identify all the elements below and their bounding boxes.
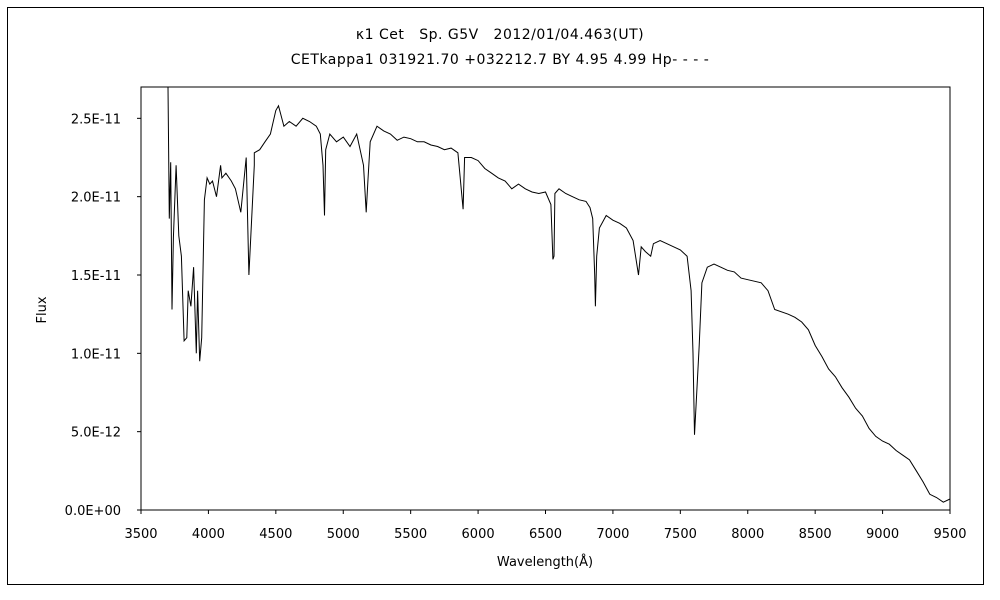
y-tick-label: 1.0E-11 <box>71 347 121 362</box>
x-tick-label: 3500 <box>124 527 157 542</box>
y-tick-label: 0.0E+00 <box>65 504 121 519</box>
x-tick-label: 9000 <box>866 527 899 542</box>
x-tick-label: 9500 <box>933 527 966 542</box>
x-tick-label: 4000 <box>192 527 225 542</box>
y-tick-label: 5.0E-12 <box>71 426 121 441</box>
x-axis-label: Wavelength(Å) <box>497 554 593 570</box>
x-tick-label: 4500 <box>259 527 292 542</box>
plot-area <box>140 86 951 511</box>
y-tick-label: 2.0E-11 <box>71 191 121 206</box>
chart-title: κ1 Cet Sp. G5V 2012/01/04.463(UT) <box>355 27 645 43</box>
x-tick-label: 7500 <box>664 527 697 542</box>
y-tick-label: 2.5E-11 <box>71 112 121 127</box>
x-tick-label: 5500 <box>394 527 427 542</box>
x-tick-label: 6500 <box>529 527 562 542</box>
x-tick-label: 6000 <box>462 527 495 542</box>
spectrum-line <box>167 86 951 503</box>
x-tick-label: 7000 <box>596 527 629 542</box>
x-axis-ticks: 3500 4000 4500 5000 5500 6000 6500 7000 7500 8000… <box>124 510 967 542</box>
x-tick-label: 8000 <box>731 527 764 542</box>
chart-subtitle: CETkappa1 031921.70 +032212.7 BY 4.95 4.… <box>290 52 710 68</box>
y-axis-label: Flux <box>35 296 50 323</box>
y-tick-label: 1.5E-11 <box>71 269 121 284</box>
x-tick-label: 8500 <box>799 527 832 542</box>
x-tick-label: 5000 <box>327 527 360 542</box>
y-axis-ticks: 0.0E+00 5.0E-12 1.0E-11 1.5E-11 2.0E-11 2.5E-… <box>65 112 141 519</box>
